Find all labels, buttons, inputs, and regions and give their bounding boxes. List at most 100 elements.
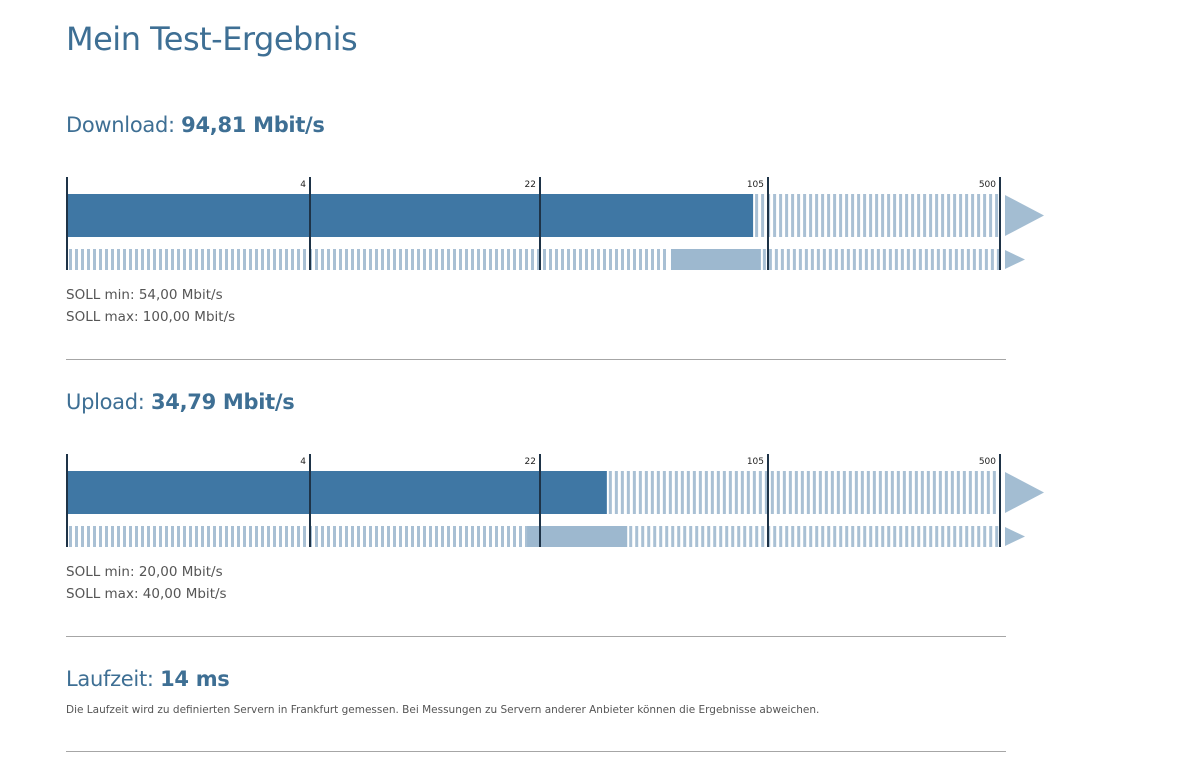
scale-tick (309, 454, 311, 547)
range-stripe (852, 249, 856, 270)
range-stripe (441, 249, 444, 270)
range-stripe (725, 526, 729, 547)
range-stripe (219, 249, 222, 270)
range-stripe (990, 249, 994, 270)
scale-tick (539, 454, 541, 547)
range-stripe (267, 249, 270, 270)
range-stripe (627, 249, 630, 270)
range-stripe (195, 249, 198, 270)
range-stripe (159, 526, 162, 547)
bar-stripe (869, 194, 873, 237)
bar-stripe (914, 471, 918, 514)
bar-stripe (842, 471, 846, 514)
range-stripe (828, 249, 832, 270)
range-stripe (375, 526, 378, 547)
range-stripe (207, 526, 210, 547)
range-stripe (984, 249, 988, 270)
range-stripe (183, 526, 186, 547)
range-stripe (701, 526, 705, 547)
range-stripe (483, 526, 486, 547)
bar-stripe (854, 471, 858, 514)
bar-stripe (980, 471, 984, 514)
bar-stripe (956, 471, 960, 514)
range-stripe (171, 249, 174, 270)
range-stripe (387, 526, 390, 547)
bar-stripe (926, 471, 930, 514)
range-stripe (315, 526, 318, 547)
range-stripe (249, 249, 252, 270)
range-stripe (411, 249, 414, 270)
range-stripe (671, 526, 675, 547)
bar-stripe (989, 194, 993, 237)
bar-stripe (626, 471, 630, 514)
range-stripe (165, 249, 168, 270)
bar-stripe (698, 471, 702, 514)
bar-stripe (704, 471, 708, 514)
range-stripe (543, 249, 546, 270)
range-stripe (357, 526, 360, 547)
bar-stripe (953, 194, 957, 237)
range-stripe (435, 249, 438, 270)
range-stripe (261, 526, 264, 547)
range-stripe (840, 249, 844, 270)
tick-label: 4 (300, 180, 306, 190)
range-stripe (549, 249, 552, 270)
range-stripe (816, 249, 820, 270)
latency-value: 14 ms (160, 667, 230, 691)
range-stripe (791, 526, 795, 547)
range-stripe (231, 526, 234, 547)
range-stripe (267, 526, 270, 547)
range-stripe (255, 526, 258, 547)
range-stripe (399, 249, 402, 270)
range-stripe (297, 249, 300, 270)
range-stripe (893, 526, 897, 547)
tick-label: 500 (979, 180, 996, 190)
divider (66, 636, 1006, 637)
scale-arrow-icon (1005, 195, 1044, 236)
bar-stripe (797, 194, 801, 237)
range-stripe (707, 526, 711, 547)
range-stripe (453, 249, 456, 270)
bar-stripe (680, 471, 684, 514)
range-stripe (105, 526, 108, 547)
range-stripe (117, 249, 120, 270)
download-soll: SOLL min: 54,00 Mbit/s SOLL max: 100,00 … (66, 284, 235, 328)
range-stripe (411, 526, 414, 547)
bar-stripe (944, 471, 948, 514)
range-stripe (737, 526, 741, 547)
range-stripe (237, 249, 240, 270)
range-stripe (966, 249, 970, 270)
tick-label: 22 (525, 457, 536, 467)
range-stripe (645, 249, 648, 270)
range-stripe (195, 526, 198, 547)
range-stripe (804, 249, 808, 270)
range-stripe (917, 526, 921, 547)
range-stripe (459, 249, 462, 270)
range-stripe (567, 249, 570, 270)
range-stripe (513, 526, 516, 547)
range-stripe (213, 526, 216, 547)
range-stripe (471, 249, 474, 270)
range-stripe (465, 526, 468, 547)
range-stripe (351, 249, 354, 270)
bar-stripe (827, 194, 831, 237)
bar-stripe (851, 194, 855, 237)
bar-stripe (779, 194, 783, 237)
range-stripe (972, 249, 976, 270)
bar-stripe (986, 471, 990, 514)
range-stripe (159, 249, 162, 270)
range-stripe (393, 526, 396, 547)
bar-stripe (905, 194, 909, 237)
range-stripe (171, 526, 174, 547)
range-stripe (779, 526, 783, 547)
bar-stripe (881, 194, 885, 237)
range-stripe (954, 249, 958, 270)
latency-note: Die Laufzeit wird zu definierten Servern… (66, 704, 820, 716)
range-stripe (435, 526, 438, 547)
range-stripe (858, 249, 862, 270)
range-stripe (93, 249, 96, 270)
bar-stripe (620, 471, 624, 514)
range-stripe (297, 526, 300, 547)
range-stripe (165, 526, 168, 547)
bar-stripe (935, 194, 939, 237)
